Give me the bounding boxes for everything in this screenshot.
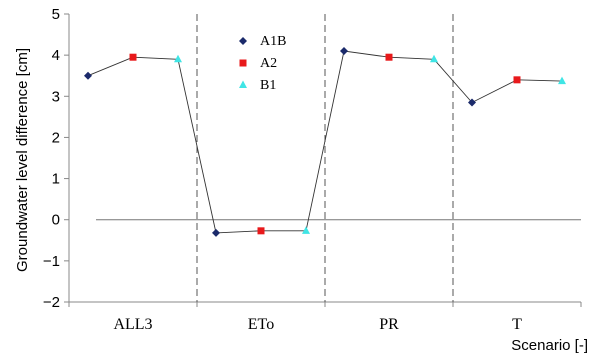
data-markers xyxy=(84,47,566,237)
y-tick-label: −1 xyxy=(43,253,60,270)
category-separators xyxy=(196,14,454,302)
x-category-label: ALL3 xyxy=(113,316,152,333)
y-tick-label: 5 xyxy=(52,6,60,23)
data-point-a2 xyxy=(129,53,137,61)
x-axis-label: Scenario [-] xyxy=(511,337,588,354)
x-category-label: T xyxy=(512,316,522,333)
legend-label: A1B xyxy=(260,34,286,49)
data-point-b1 xyxy=(174,54,182,63)
axes xyxy=(64,13,582,307)
data-point-a1b xyxy=(340,47,348,56)
x-category-label: PR xyxy=(379,316,399,333)
y-tick-label: 1 xyxy=(52,171,60,188)
y-tick-label: 0 xyxy=(52,212,60,229)
data-point-a2 xyxy=(257,227,265,235)
y-tick-label: 4 xyxy=(52,47,60,64)
y-tick-label: −2 xyxy=(43,294,60,311)
legend-label: A2 xyxy=(260,56,277,71)
data-point-a1b xyxy=(212,228,220,237)
legend-marker-b1 xyxy=(239,80,247,88)
legend: A1B A2 B1 xyxy=(239,34,286,93)
x-category-labels: ALL3 ETo PR T xyxy=(113,316,522,333)
x-category-label: ETo xyxy=(248,316,274,333)
legend-marker-a2 xyxy=(239,59,247,67)
data-point-a2 xyxy=(513,76,521,84)
legend-marker-a1b xyxy=(239,37,247,45)
data-point-b1 xyxy=(430,54,438,63)
y-tick-labels: −2 −1 0 1 2 3 4 5 xyxy=(43,6,60,311)
data-point-a1b xyxy=(84,71,92,80)
y-tick-label: 2 xyxy=(52,129,60,146)
legend-label: B1 xyxy=(260,78,276,93)
series-connecting-line xyxy=(87,50,563,234)
data-lines xyxy=(87,50,563,234)
data-point-b1 xyxy=(558,76,566,85)
data-point-a1b xyxy=(468,98,476,107)
data-point-b1 xyxy=(302,226,310,234)
data-point-a2 xyxy=(385,53,393,61)
y-tick-label: 3 xyxy=(52,88,60,105)
y-axis-label: Groundwater level difference [cm] xyxy=(14,48,31,272)
